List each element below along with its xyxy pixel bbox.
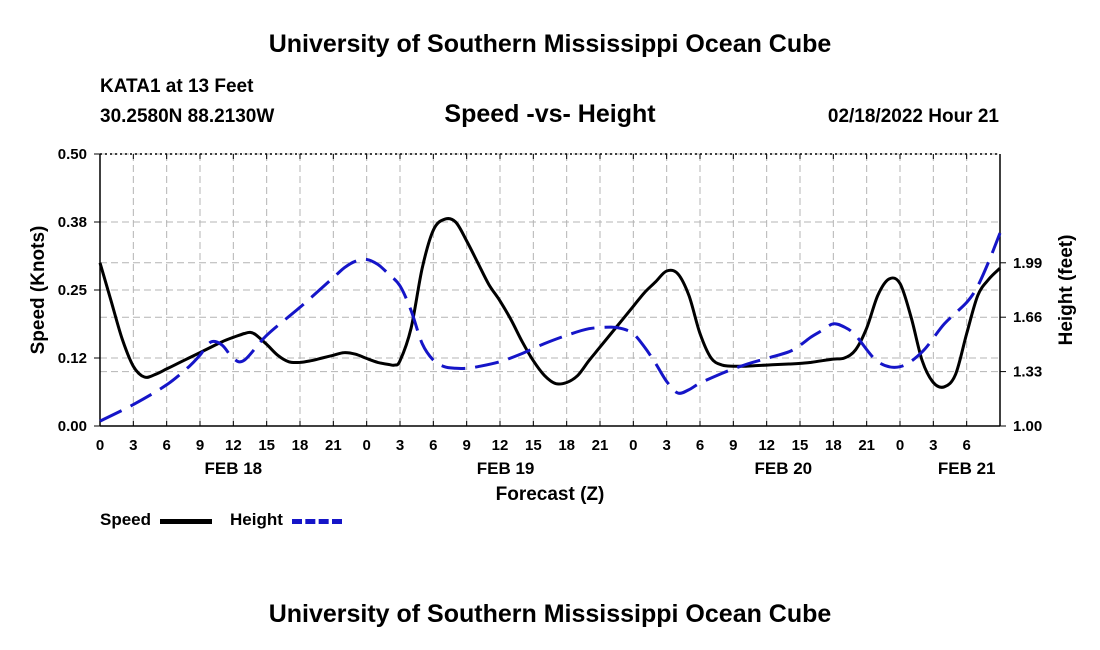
- y-tick-label-left: 0.50: [58, 146, 87, 163]
- date-label: FEB 19: [477, 459, 535, 478]
- x-tick-label: 15: [258, 437, 275, 454]
- footer-title: University of Southern Mississippi Ocean…: [268, 600, 832, 628]
- x-tick-label: 21: [858, 437, 875, 454]
- y-tick-label-right: 1.00: [1013, 418, 1042, 435]
- x-axis-label: Forecast (Z): [496, 484, 605, 505]
- station-coordinates: 30.2580N 88.2130W: [100, 106, 275, 127]
- legend-speed-label: Speed: [100, 510, 152, 529]
- legend-speed-swatch: [160, 519, 212, 524]
- x-tick-label: 6: [162, 437, 170, 454]
- y-tick-label-left: 0.38: [58, 214, 87, 231]
- date-label: FEB 20: [755, 459, 813, 478]
- x-tick-label: 3: [929, 437, 937, 454]
- x-tick-label: 0: [629, 437, 637, 454]
- x-tick-label: 9: [196, 437, 204, 454]
- x-tick-label: 12: [492, 437, 509, 454]
- y-tick-label-left: 0.12: [58, 350, 87, 367]
- y-tick-label-left: 0.25: [58, 282, 87, 299]
- chart-ticks: 0 3 6 9 12 15 18 21 0 3 6 9 12 15 18 21 0 3 6 9 12 15 18 21 0 3 6 0…: [58, 146, 1042, 478]
- y-tick-label-left: 0.00: [58, 418, 87, 435]
- x-tick-label: 21: [325, 437, 342, 454]
- x-tick-label: 18: [825, 437, 842, 454]
- x-tick-label: 18: [292, 437, 309, 454]
- speed-series-line: [98, 217, 1002, 389]
- x-tick-label: 9: [729, 437, 737, 454]
- x-tick-label: 9: [462, 437, 470, 454]
- date-label: FEB 18: [205, 459, 263, 478]
- x-tick-label: 21: [592, 437, 609, 454]
- main-title: University of Southern Mississippi Ocean…: [268, 30, 832, 58]
- y-axis-left-label: Speed (Knots): [28, 226, 49, 355]
- x-tick-label: 0: [362, 437, 370, 454]
- x-tick-label: 12: [758, 437, 775, 454]
- station-label: KATA1 at 13 Feet: [100, 76, 254, 97]
- date-label: FEB 21: [938, 459, 996, 478]
- x-tick-label: 6: [429, 437, 437, 454]
- x-tick-label: 3: [662, 437, 670, 454]
- legend-height-label: Height: [230, 510, 283, 529]
- legend-height-swatch: [292, 519, 342, 524]
- y-tick-label-right: 1.99: [1013, 255, 1042, 272]
- x-tick-label: 3: [129, 437, 137, 454]
- y-axis-right-label: Height (feet): [1056, 235, 1077, 346]
- height-series-line: [99, 232, 1002, 423]
- forecast-datetime: 02/18/2022 Hour 21: [827, 106, 999, 127]
- y-tick-label-right: 1.66: [1013, 309, 1042, 326]
- x-tick-label: 6: [962, 437, 970, 454]
- x-tick-label: 15: [792, 437, 809, 454]
- chart-grid: [99, 153, 1000, 427]
- chart-title: Speed -vs- Height: [444, 100, 656, 128]
- x-tick-label: 15: [525, 437, 542, 454]
- x-tick-label: 6: [696, 437, 704, 454]
- chart-series: [98, 217, 1002, 423]
- y-tick-label-right: 1.33: [1013, 364, 1042, 381]
- x-tick-label: 3: [396, 437, 404, 454]
- x-tick-label: 0: [96, 437, 104, 454]
- x-tick-label: 0: [896, 437, 904, 454]
- x-tick-label: 18: [558, 437, 575, 454]
- x-tick-label: 12: [225, 437, 242, 454]
